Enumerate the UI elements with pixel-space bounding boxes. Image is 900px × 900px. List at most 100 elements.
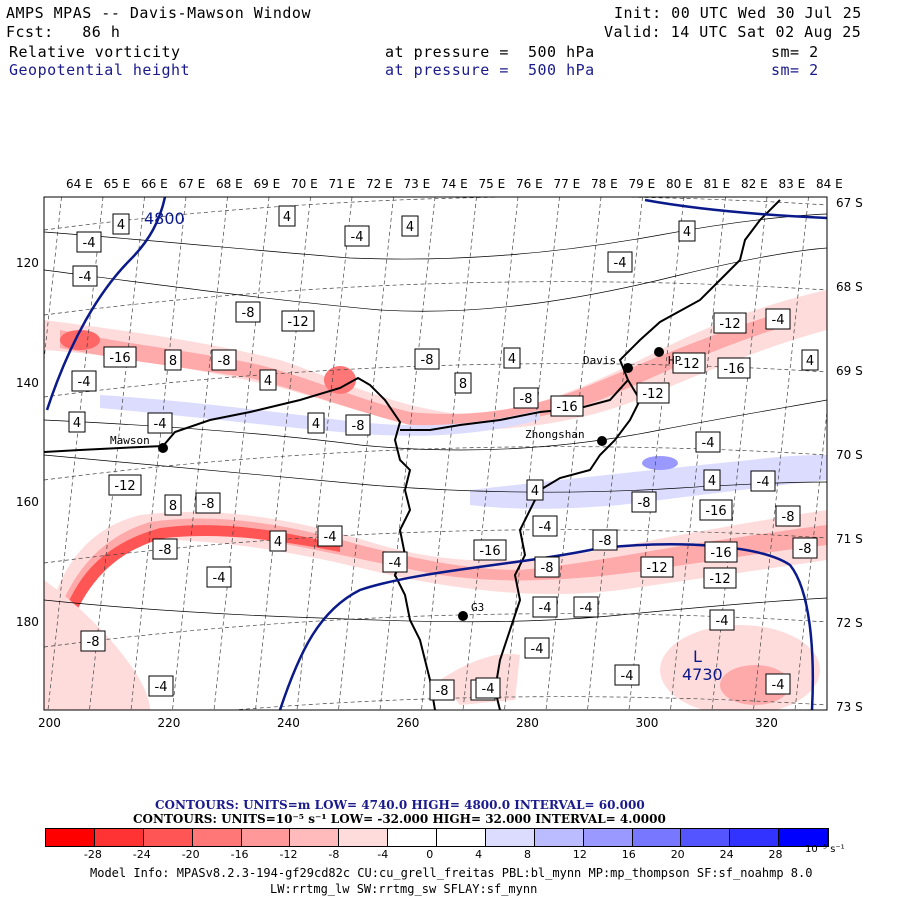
station-marker — [458, 611, 468, 621]
colorbar-swatch — [779, 829, 828, 846]
init-time: Init: 00 UTC Wed 30 Jul 25 — [614, 4, 862, 22]
vorticity-label-box — [699, 499, 733, 521]
vorticity-contour-label: -16 — [103, 346, 137, 368]
vorticity-label-text: -12 — [709, 572, 730, 587]
vorticity-contour-label: -12 — [640, 556, 674, 578]
vorticity-contour-label: 4 — [703, 469, 721, 491]
vorticity-contour-label: 4 — [526, 479, 544, 501]
vorticity-contour-label: -4 — [317, 525, 343, 547]
vorticity-contour-label: -12 — [713, 312, 747, 334]
vorticity-contour-label: -16 — [699, 499, 733, 521]
vorticity-label-text: 4 — [274, 535, 282, 550]
vorticity-label-box — [703, 567, 737, 589]
colorbar-swatch — [583, 829, 633, 846]
vorticity-label-text: 4 — [508, 352, 516, 367]
vorticity-label-box — [147, 412, 173, 434]
vorticity-label-box — [524, 637, 550, 659]
vorticity-contour-label: -4 — [532, 515, 558, 537]
vorticity-label-text: 4 — [73, 416, 81, 431]
legend-height-contours: CONTOURS: UNITS=m LOW= 4740.0 HIGH= 4800… — [155, 798, 645, 812]
vorticity-contour-label: -16 — [473, 539, 507, 561]
meridian-line — [296, 197, 353, 710]
vorticity-contour-label: -16 — [704, 541, 738, 563]
meridian-line — [379, 197, 436, 710]
vorticity-label-box — [672, 352, 706, 374]
vorticity-label-text: -4 — [757, 475, 770, 490]
lon-label: 81 E — [703, 177, 731, 191]
vorticity-contour-label: -8 — [152, 538, 178, 560]
lon-label: 66 E — [141, 177, 168, 191]
vorticity-label-text: 4 — [406, 220, 414, 235]
lon-label: 70 E — [291, 177, 318, 191]
vorticity-label-box — [801, 349, 819, 371]
vorticity-label-box — [607, 251, 633, 273]
vorticity-label-box — [195, 492, 221, 514]
vorticity-label-text: -16 — [479, 544, 500, 559]
vorticity-contour-label: -4 — [765, 673, 791, 695]
vorticity-contour-label: -12 — [636, 382, 670, 404]
vorticity-label-text: -8 — [799, 542, 812, 557]
vorticity-contour-label: -8 — [195, 492, 221, 514]
vorticity-contour-label: -4 — [475, 677, 501, 699]
height-contour-4800-west — [45, 197, 167, 411]
lat-label: 68 S — [836, 280, 863, 294]
vorticity-contour-label: -4 — [765, 308, 791, 330]
coastline-east — [400, 199, 781, 431]
vorticity-label-box — [573, 596, 599, 618]
vorticity-contour-label: -4 — [206, 566, 232, 588]
vorticity-label-box — [614, 664, 640, 686]
vorticity-label-box — [631, 491, 657, 513]
lon-label: 73 E — [403, 177, 431, 191]
vorticity-contour-label: -16 — [717, 357, 751, 379]
meridian-line — [338, 197, 394, 710]
vorticity-label-text: -8 — [541, 561, 554, 576]
plot-title: AMPS MPAS -- Davis-Mawson Window — [6, 4, 311, 22]
lon-label: 65 E — [103, 177, 131, 191]
thin-contours — [44, 213, 827, 623]
station-marker — [158, 443, 168, 453]
vorticity-label-box — [532, 515, 558, 537]
colorbar-tick-label: -4 — [377, 848, 389, 861]
lon-label: 82 E — [741, 177, 768, 191]
colorbar-unit: 10⁻⁵ s⁻¹ — [805, 844, 845, 855]
vorticity-label-box — [473, 539, 507, 561]
vorticity-contour-label: -4 — [614, 664, 640, 686]
vorticity-label-box — [317, 525, 343, 547]
coastline-amery — [493, 379, 642, 710]
vorticity-contour-label: -4 — [344, 225, 370, 247]
lat-label: 67 S — [836, 196, 863, 210]
vorticity-label-text: 4 — [531, 484, 539, 499]
vorticity-label-box — [717, 357, 751, 379]
vorticity-contour-label: -4 — [532, 596, 558, 618]
vorticity-label-text: -12 — [287, 315, 308, 330]
vort-max-central — [324, 366, 356, 394]
height-contour-label: 4730 — [682, 665, 723, 684]
legend-vort-contours: CONTOURS: UNITS=10⁻⁵ s⁻¹ LOW= -32.000 HI… — [133, 812, 666, 826]
colorbar-swatch — [192, 829, 242, 846]
meridian-line — [462, 197, 519, 710]
vorticity-contour-label: -4 — [76, 231, 102, 253]
y-label: 120 — [16, 256, 39, 270]
lon-label: 71 E — [328, 177, 356, 191]
vorticity-contour-label: -8 — [429, 679, 455, 701]
vorticity-label-box — [281, 310, 315, 332]
lat-label: 72 S — [836, 616, 863, 630]
colorbar-tick-label: 12 — [572, 848, 587, 861]
vorticity-contour-label: 4 — [112, 213, 130, 235]
vorticity-label-text: -12 — [678, 357, 699, 372]
vorticity-contour-label: -4 — [72, 265, 98, 287]
vorticity-label-text: 8 — [459, 377, 467, 392]
meridian-line — [0, 197, 20, 710]
vorticity-label-box — [80, 630, 106, 652]
vorticity-label-text: -4 — [702, 436, 715, 451]
x-label: 300 — [635, 716, 659, 730]
vorticity-label-box — [164, 494, 182, 516]
vorticity-label-box — [513, 387, 539, 409]
vorticity-label-box — [703, 469, 721, 491]
vorticity-contour-label: 4 — [307, 412, 325, 434]
vorticity-label-text: -4 — [772, 678, 785, 693]
colorbar-tick-label: -24 — [132, 848, 151, 861]
vorticity-label-text: -4 — [154, 417, 167, 432]
